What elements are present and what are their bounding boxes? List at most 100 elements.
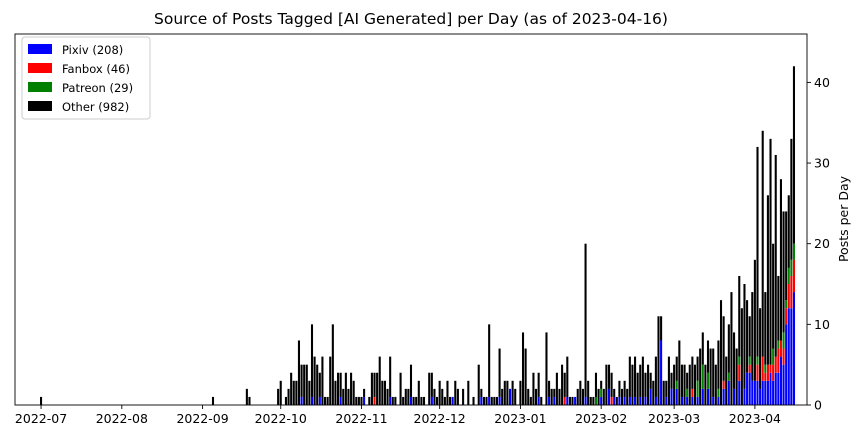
bar-other-2023-01-07	[535, 388, 538, 405]
x-tick-label-2023-02: 2023-02	[575, 411, 627, 426]
bar-other-2023-02-14	[634, 356, 637, 397]
bar-other-2023-01-18	[563, 372, 566, 397]
bar-patreon-2023-04-15	[790, 259, 793, 276]
bar-other-2022-10-26	[344, 372, 347, 405]
bar-other-2022-10-04	[287, 388, 290, 405]
x-tick-label-2022-08: 2022-08	[96, 411, 148, 426]
bar-other-2022-11-19	[407, 388, 410, 405]
bar-other-2022-10-12	[308, 380, 311, 405]
bar-other-2023-03-15	[709, 348, 712, 405]
y-tick-label-40: 40	[814, 75, 830, 90]
bar-pixiv-2023-03-28	[743, 388, 746, 405]
bar-pixiv-2022-12-06	[451, 396, 454, 405]
bar-other-2023-03-11	[699, 348, 702, 405]
bar-other-2022-12-08	[456, 388, 459, 405]
bar-other-2022-12-19	[485, 396, 488, 405]
bar-pixiv-2023-04-01	[753, 380, 756, 405]
bar-other-2023-03-29	[746, 300, 749, 373]
bar-other-2022-10-21	[331, 324, 334, 405]
bar-other-2023-02-13	[631, 364, 634, 405]
bar-other-2022-10-25	[342, 388, 345, 405]
bar-other-2022-11-13	[391, 396, 394, 405]
legend-label-fanbox: Fanbox (46)	[62, 62, 130, 76]
bar-pixiv-2023-04-12	[782, 364, 785, 405]
bar-other-2022-10-23	[337, 372, 340, 405]
bar-other-2022-10-09	[300, 364, 303, 397]
bar-pixiv-2023-02-20	[649, 388, 652, 405]
bar-other-2023-04-02	[756, 146, 759, 357]
bar-other-2023-03-17	[714, 364, 717, 405]
bar-other-2023-02-03	[605, 364, 608, 405]
bar-other-2022-12-05	[449, 396, 452, 405]
bar-other-2022-12-23	[495, 396, 499, 405]
bar-pixiv-2023-01-26	[584, 396, 587, 405]
bar-other-2022-10-18	[323, 396, 327, 405]
bar-patreon-2023-04-05	[764, 364, 767, 373]
bar-other-2022-12-04	[446, 380, 449, 405]
bar-other-2023-01-01	[519, 380, 522, 405]
bar-other-2022-10-29	[352, 380, 355, 405]
bar-other-2023-03-30	[748, 316, 751, 357]
bar-patreon-2023-04-16	[792, 243, 796, 260]
bar-fanbox-2023-04-04	[761, 356, 764, 381]
bar-other-2022-10-14	[313, 356, 316, 405]
bar-pixiv-2023-02-06	[613, 396, 616, 405]
x-tick-label-2023-03: 2023-03	[648, 411, 700, 426]
bar-other-2023-02-26	[665, 380, 668, 397]
bar-pixiv-2022-10-24	[339, 396, 342, 405]
bar-other-2023-03-23	[730, 292, 733, 405]
bar-other-2023-01-08	[537, 372, 540, 397]
bar-pixiv-2023-03-04	[680, 396, 683, 405]
bar-other-2022-11-10	[383, 380, 386, 405]
bar-patreon-2023-03-12	[701, 364, 704, 389]
bar-other-2023-04-06	[766, 195, 769, 365]
bar-pixiv-2023-02-14	[634, 396, 637, 405]
bar-other-2023-04-07	[769, 138, 772, 365]
legend-label-pixiv: Pixiv (208)	[62, 43, 123, 57]
bar-other-2023-03-16	[712, 348, 715, 397]
y-tick-label-0: 0	[814, 398, 822, 413]
bar-other-2023-01-15	[555, 372, 558, 405]
bar-pixiv-2023-04-10	[777, 372, 780, 405]
axes-layer: 2022-07 2022-08 2022-09 2022-10 2022-11 2022-…	[14, 33, 830, 426]
bar-other-2022-12-30	[514, 388, 517, 405]
bar-other-2022-10-05	[290, 372, 293, 405]
bar-other-2023-01-13	[550, 388, 553, 405]
bar-other-2023-04-13	[785, 211, 788, 301]
bar-other-2022-11-16	[399, 372, 402, 405]
bar-other-2022-11-23	[417, 380, 420, 405]
bar-other-2022-12-16	[477, 364, 480, 405]
bar-fanbox-2023-04-11	[779, 340, 782, 357]
bar-other-2023-03-26	[738, 275, 741, 357]
bar-other-2023-03-13	[704, 364, 707, 405]
bar-fanbox-2023-03-08	[691, 388, 694, 397]
bar-other-2023-01-31	[597, 388, 600, 405]
bar-pixiv-2022-10-09	[300, 396, 303, 405]
bar-other-2022-10-28	[350, 372, 353, 405]
bar-other-2023-03-31	[751, 292, 754, 381]
bar-patreon-2023-03-14	[706, 372, 710, 389]
bar-patreon-2023-04-08	[772, 348, 775, 365]
bar-other-2022-12-17	[480, 388, 483, 397]
bar-other-2022-12-26	[503, 380, 506, 405]
bar-other-2023-04-14	[787, 195, 790, 268]
bar-other-2023-01-27	[587, 380, 590, 405]
bar-pixiv-2023-03-24	[733, 388, 736, 405]
bar-other-2023-04-09	[774, 154, 777, 357]
bar-other-2023-01-17	[561, 364, 564, 405]
bar-pixiv-2023-03-08	[691, 396, 694, 405]
bar-other-2022-11-27	[428, 372, 431, 405]
legend-label-patreon: Patreon (29)	[62, 81, 133, 95]
bar-pixiv-2023-04-09	[774, 372, 777, 405]
bar-other-2023-03-10	[696, 356, 699, 381]
bar-other-2022-10-17	[321, 356, 324, 405]
bar-pixiv-2023-03-10	[696, 396, 699, 405]
bar-fanbox-2023-04-13	[785, 308, 788, 325]
legend-swatch-other	[28, 101, 52, 111]
bar-other-2023-03-06	[686, 372, 689, 389]
bar-other-2023-01-16	[558, 388, 561, 405]
bar-other-2023-01-09	[540, 396, 543, 405]
bar-pixiv-2023-03-22	[727, 380, 730, 405]
bar-other-2022-10-11	[305, 364, 308, 405]
x-tick-label-2022-10: 2022-10	[255, 411, 307, 426]
